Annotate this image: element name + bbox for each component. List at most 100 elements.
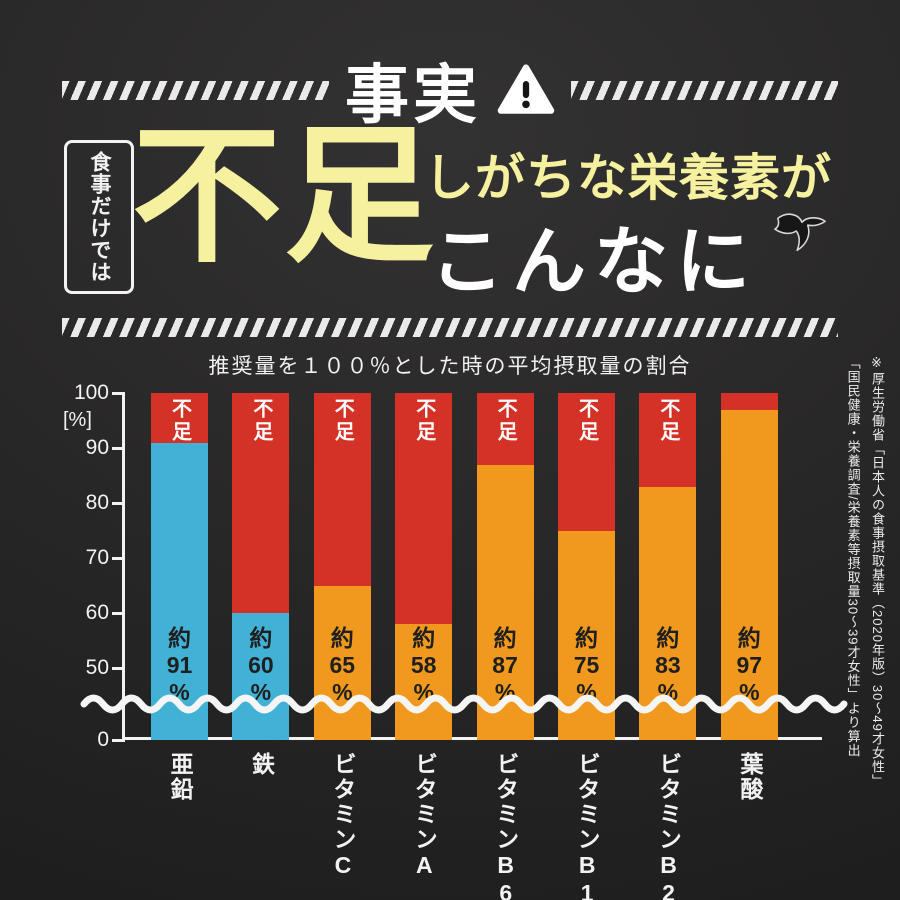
- bar-fill-segment: [232, 613, 290, 740]
- bar-deficit-segment: [151, 393, 208, 443]
- ytick-label: 90: [85, 436, 109, 459]
- chart-bar: 不足約 60%: [232, 393, 290, 740]
- bar-fill-segment: [720, 409, 778, 740]
- bar-chart: [%] 100 90 80 70 60 50 0 不足約 91% 亜鉛 不足約 60% 鉄不足約 65% ビ…: [63, 381, 822, 900]
- bar-value-label: 約 87%: [477, 627, 534, 704]
- chart-bar: 不足約 87%: [476, 393, 534, 740]
- ytick-mark: [112, 556, 125, 560]
- bar-value-part: 83: [655, 652, 681, 678]
- bar-value-label: 約 91%: [151, 627, 208, 704]
- stripe-left: [62, 80, 329, 100]
- bar-value-label: 約 65%: [314, 627, 371, 704]
- bar-category-text: ビタミンA: [411, 752, 438, 880]
- ytick-mark: [112, 446, 125, 450]
- bar-value-part: 約: [249, 625, 273, 651]
- bar-fill-segment: [476, 464, 534, 740]
- bar-category-label: ビタミンB6: [477, 752, 534, 900]
- warning-icon: [497, 64, 555, 116]
- bar-value-part: 約: [575, 625, 598, 651]
- bar-category-label: ビタミンC: [314, 752, 371, 880]
- deficit-label-text: 不足: [249, 398, 272, 444]
- nutrients-line: しがちな栄養素が: [424, 150, 832, 206]
- chart-bar: 不足約 83%: [639, 393, 697, 740]
- unit-label: [%]: [63, 409, 92, 431]
- bar-deficit-segment: [232, 393, 290, 613]
- chart-bar: 不足約 91%: [151, 393, 208, 740]
- konnani-line: こんなに: [430, 220, 758, 303]
- bar-fill-segment: [313, 585, 371, 740]
- bar-fill-segment: [558, 530, 615, 740]
- ytick-label: 70: [85, 546, 109, 569]
- ytick-label: 0: [97, 728, 109, 751]
- deficit-label: 不足: [639, 398, 696, 444]
- bar-category-text: 鉄: [248, 752, 275, 777]
- bar-category-label: ビタミンB2: [639, 752, 696, 900]
- bar-value-part: 97: [736, 652, 763, 678]
- bar-fill-segment: [151, 442, 208, 740]
- bar-deficit-segment: [720, 393, 778, 410]
- bar-category-text: ビタミンC: [329, 752, 356, 880]
- chart-title: 推奨量を１００％とした時の平均摂取量の割合: [208, 355, 692, 378]
- source-note: ※厚生労働省「日本人の食事摂取基準（2020年版）30〜49才女性」 「国民健康…: [839, 356, 888, 890]
- bar-value-part: 87: [492, 652, 518, 678]
- bar-category-text: 葉酸: [736, 752, 763, 802]
- ytick-label: 80: [85, 491, 109, 514]
- bar-fill-segment: [395, 624, 453, 740]
- chart-bar: 不足約 75%: [558, 393, 615, 740]
- bar-value-part: 約: [737, 625, 761, 651]
- ytick-mark: [112, 738, 125, 742]
- deficit-label-text: 不足: [168, 398, 191, 444]
- bar-deficit-segment: [639, 393, 697, 487]
- bar-category-label: ビタミンA: [395, 752, 452, 880]
- bar-category-text: 亜鉛: [167, 752, 194, 802]
- ytick-label: 100: [73, 381, 109, 404]
- bar-category-text: ビタミンB1: [574, 752, 601, 900]
- bar-deficit-segment: [313, 393, 371, 586]
- deficit-label: 不足: [232, 398, 289, 444]
- source-line-1: ※厚生労働省「日本人の食事摂取基準（2020年版）30〜49才女性」: [870, 356, 885, 788]
- bar-value-part: 約: [330, 625, 354, 651]
- bar-category-label: 葉酸: [721, 752, 778, 802]
- bar-value-part: 65: [329, 652, 356, 678]
- ytick-mark: [112, 501, 125, 505]
- diet-only-label: 食事だけでは: [88, 151, 111, 283]
- ytick-label: 60: [85, 601, 109, 624]
- diet-only-box: 食事だけでは: [64, 140, 134, 294]
- deficit-label-text: 不足: [656, 398, 679, 444]
- bar-value-part: %: [332, 679, 353, 705]
- bird-icon: [772, 208, 830, 259]
- header-top: 事実: [62, 54, 838, 131]
- deficit-label-text: 不足: [575, 398, 598, 444]
- bar-value-part: 約: [493, 625, 517, 651]
- bar-category-label: ビタミンB1: [558, 752, 615, 900]
- axis-break-wave: [80, 694, 848, 714]
- bar-value-part: 60: [248, 652, 274, 678]
- bar-value-part: 約: [656, 625, 680, 651]
- stripe-right: [571, 80, 838, 100]
- deficit-label-text: 不足: [494, 398, 517, 444]
- bar-deficit-segment: [395, 393, 453, 624]
- chart-bar: 不足約 58%: [395, 393, 453, 740]
- chart-bar: 約 97%: [720, 393, 778, 740]
- ytick-mark: [112, 666, 125, 670]
- bar-value-part: 約: [168, 625, 191, 651]
- fact-title: 事実: [345, 59, 481, 131]
- bar-category-label: 亜鉛: [151, 752, 208, 802]
- source-line-2: 「国民健康・栄養調査/栄養素等摂取量30〜39才女性」より算出: [845, 356, 861, 758]
- deficit-label-text: 不足: [412, 398, 435, 444]
- deficit-label-text: 不足: [331, 398, 354, 444]
- deficit-label: 不足: [558, 398, 615, 444]
- deficit-label: 不足: [477, 398, 534, 444]
- bar-value-part: 58: [410, 652, 437, 678]
- deficit-label: 不足: [314, 398, 371, 444]
- ytick-label: 50: [85, 656, 109, 679]
- fusoku-headline: 不足: [132, 112, 437, 280]
- bar-value-part: 91: [166, 652, 193, 678]
- bar-deficit-segment: [476, 393, 534, 465]
- divider-stripe: [62, 318, 838, 337]
- chart-bar: 不足約 65%: [313, 393, 371, 740]
- bar-value-part: 約: [412, 625, 436, 651]
- ytick-mark: [112, 611, 125, 615]
- deficit-label: 不足: [151, 398, 208, 444]
